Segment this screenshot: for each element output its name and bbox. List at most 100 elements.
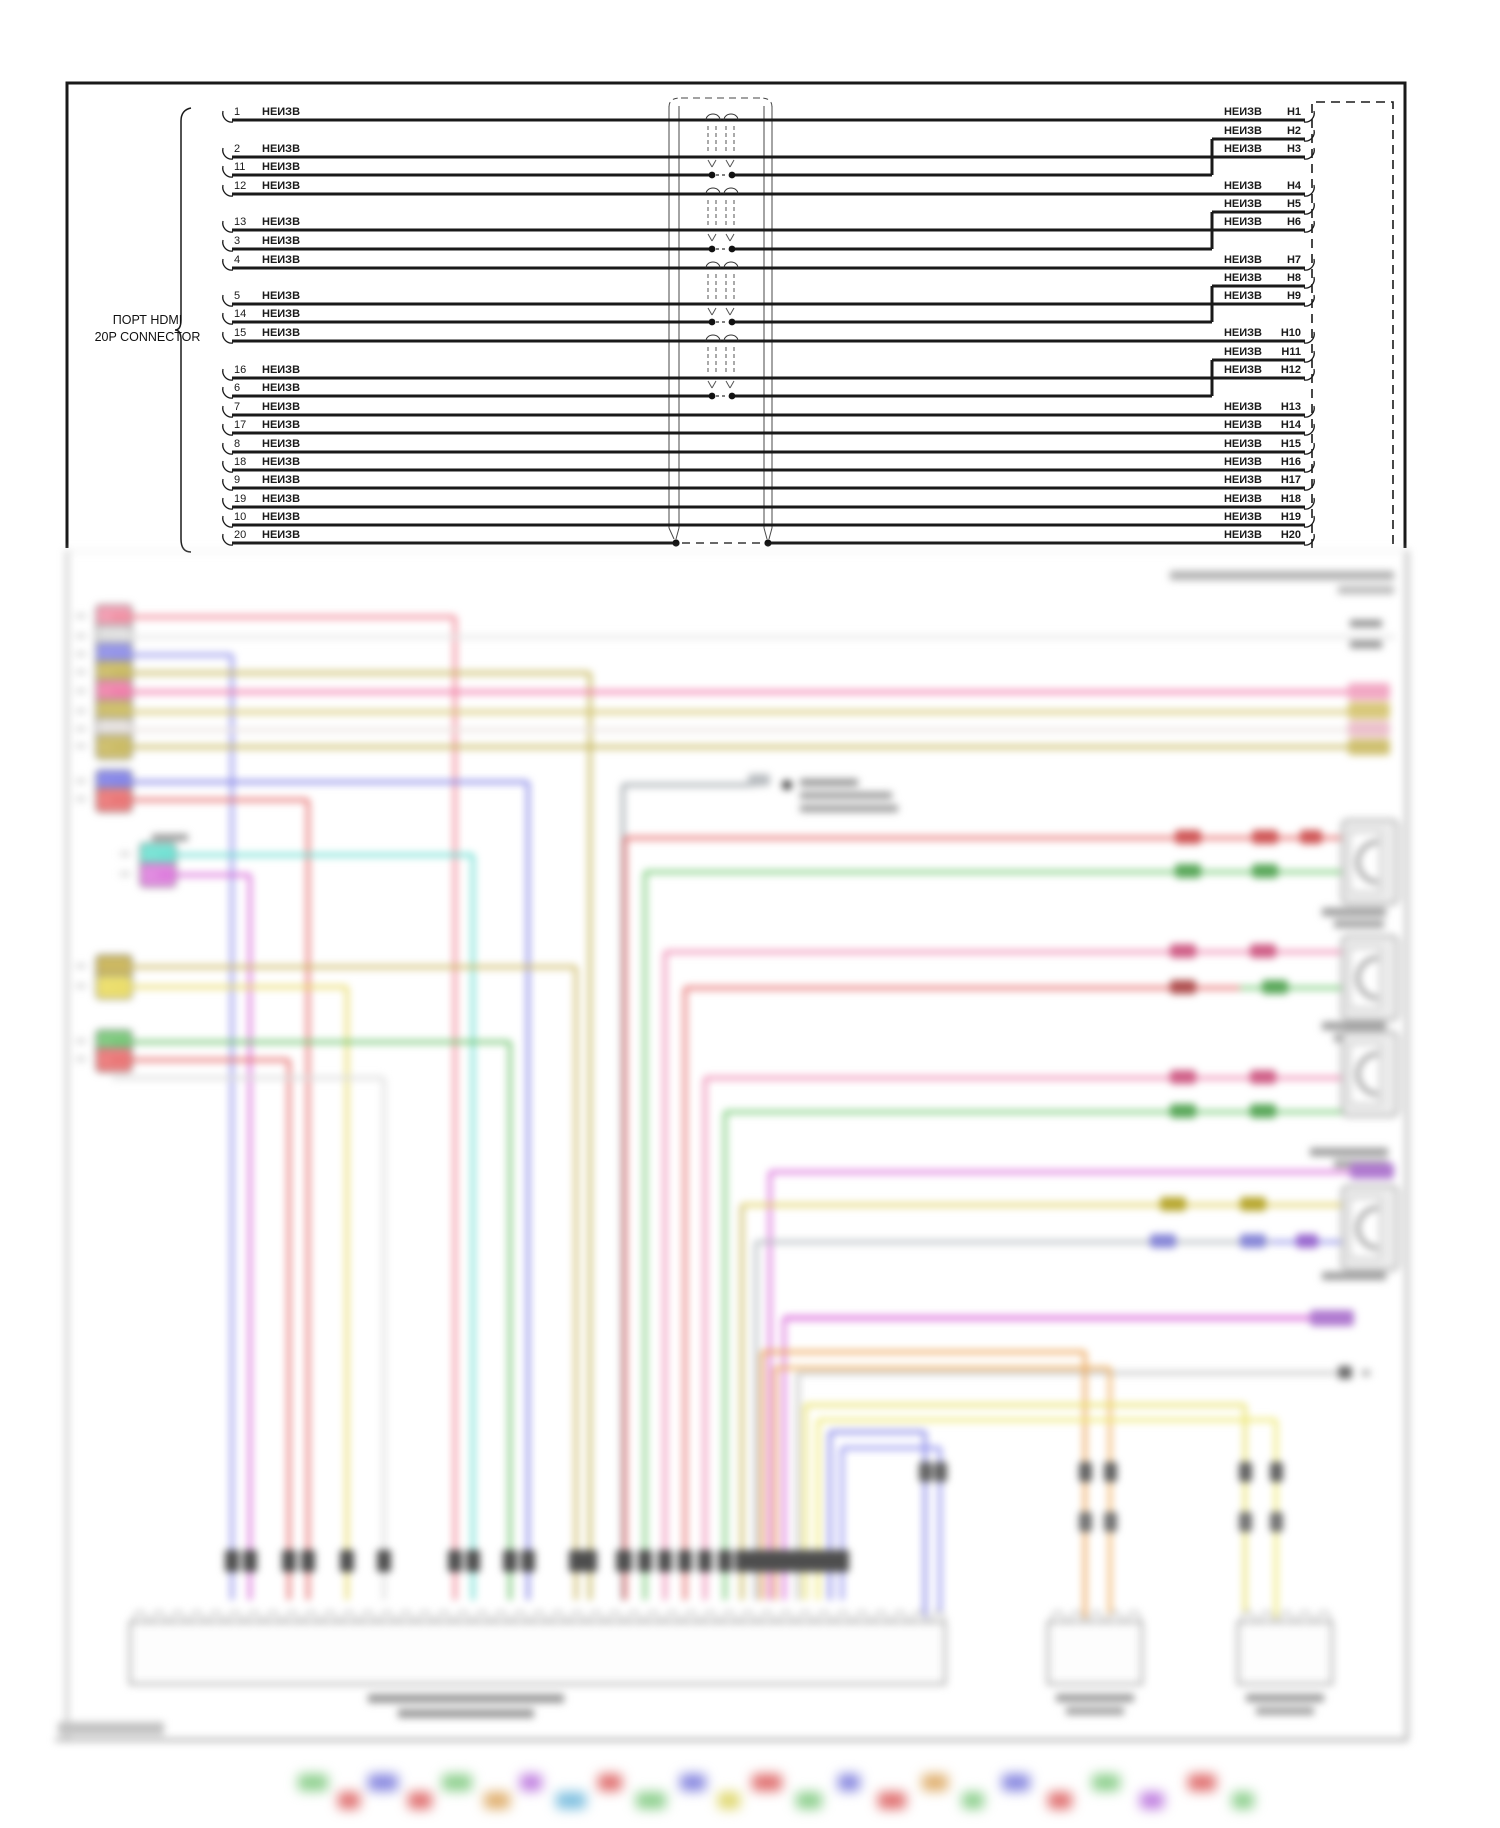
right-terminal-arc bbox=[1303, 368, 1315, 381]
shield-pair-symbol bbox=[705, 334, 739, 389]
wire-н2: 11 НЕИЗВ НЕИЗВ Н2 bbox=[222, 125, 1315, 179]
left-terminal-arc bbox=[222, 405, 234, 418]
right-pin-code: Н20 bbox=[1281, 529, 1301, 541]
right-terminal-arc bbox=[1303, 497, 1315, 510]
connector-pin-scallop bbox=[171, 1610, 185, 1624]
right-terminal-arc bbox=[1303, 533, 1315, 546]
right-pin-code: Н6 bbox=[1287, 216, 1301, 228]
left-pin-number: 8 bbox=[234, 438, 240, 450]
right-pin-code: Н19 bbox=[1281, 511, 1301, 523]
wire-id-blob bbox=[301, 1550, 315, 1572]
label-blob bbox=[919, 1462, 932, 1482]
left-wire-label: НЕИЗВ bbox=[262, 438, 300, 450]
left-wire-label: НЕИЗВ bbox=[262, 216, 300, 228]
left-pin-number: 13 bbox=[234, 216, 246, 228]
connector-pin-scallop bbox=[1108, 1610, 1122, 1624]
text-bar bbox=[1322, 1022, 1386, 1030]
left-pin-number: 12 bbox=[234, 180, 246, 192]
label-blob bbox=[1296, 1234, 1318, 1248]
wire-н8: 14 НЕИЗВ НЕИЗВ Н8 bbox=[222, 272, 1315, 326]
shield-drain-dot bbox=[708, 318, 716, 326]
left-pin-number: 14 bbox=[234, 308, 246, 320]
right-wire-label: НЕИЗВ bbox=[1224, 438, 1262, 450]
shield-ground-dot bbox=[764, 539, 772, 547]
label-blob bbox=[1150, 1234, 1176, 1248]
label-blob bbox=[1338, 1366, 1352, 1379]
right-wire-label: НЕИЗВ bbox=[1224, 474, 1262, 486]
text-bar bbox=[58, 1722, 164, 1735]
right-terminal-arc bbox=[1303, 220, 1315, 233]
left-wire-label: НЕИЗВ bbox=[262, 254, 300, 266]
right-wire-label: НЕИЗВ bbox=[1224, 290, 1262, 302]
text-bar bbox=[152, 834, 188, 841]
label-blob bbox=[1170, 980, 1196, 994]
text-bar bbox=[1350, 641, 1382, 648]
wire-н20: 20 НЕИЗВ НЕИЗВ Н20 bbox=[222, 529, 1315, 547]
right-pin-code: Н4 bbox=[1287, 180, 1302, 192]
connector-pin-scallop bbox=[475, 1610, 489, 1624]
wire-id-blob bbox=[718, 1550, 732, 1572]
connector-pin-scallop bbox=[722, 1610, 736, 1624]
wire-н13: 7 НЕИЗВ НЕИЗВ Н13 bbox=[222, 401, 1315, 418]
connector-pin-scallop bbox=[285, 1610, 299, 1624]
hdmi-connector-diagram: 1 НЕИЗВ НЕИЗВ Н1 11 НЕИЗВ НЕИЗВ Н2 2 НЕИЗВ НЕИЗВ Н3… bbox=[0, 0, 1500, 560]
connector-pin-scallop bbox=[551, 1610, 565, 1624]
label-blob bbox=[1079, 1462, 1092, 1482]
wire-н5: 3 НЕИЗВ НЕИЗВ Н5 bbox=[222, 198, 1315, 253]
color-smudge bbox=[796, 1792, 822, 1809]
stub-pin-tick bbox=[76, 727, 86, 731]
color-smudge bbox=[718, 1792, 740, 1809]
left-terminal-arc bbox=[222, 478, 234, 491]
text-bar bbox=[1362, 1370, 1370, 1376]
right-terminal-arc bbox=[1303, 478, 1315, 491]
label-blob bbox=[1175, 864, 1201, 878]
shield-pair-symbol bbox=[705, 261, 739, 316]
connector-title-line2: 20P CONNECTOR bbox=[94, 330, 201, 344]
right-wire-label: НЕИЗВ bbox=[1224, 327, 1262, 339]
wire-id-blob bbox=[835, 1550, 849, 1572]
connector-pin-scallop bbox=[228, 1610, 242, 1624]
right-pin-code: Н2 bbox=[1287, 125, 1301, 137]
right-pin-code: Н16 bbox=[1281, 456, 1301, 468]
left-wire-label: НЕИЗВ bbox=[262, 493, 300, 505]
right-terminal-arc bbox=[1303, 460, 1315, 473]
wire-id-blob bbox=[735, 1550, 749, 1572]
connector-pin-scallop bbox=[931, 1610, 945, 1624]
bottom-connector-box bbox=[1236, 1620, 1334, 1686]
text-bar bbox=[398, 1709, 534, 1718]
right-pin-code: Н12 bbox=[1281, 364, 1301, 376]
color-smudge bbox=[636, 1792, 666, 1809]
junction-dot bbox=[782, 780, 792, 790]
connector-pin-scallop bbox=[779, 1610, 793, 1624]
left-terminal-arc bbox=[222, 368, 234, 381]
wire-id-blob bbox=[618, 1550, 632, 1572]
wire-н12: 16 НЕИЗВ НЕИЗВ Н12 bbox=[222, 364, 1315, 381]
stub-pin-tick bbox=[76, 779, 86, 783]
connector-pin-scallop bbox=[817, 1610, 831, 1624]
label-blob bbox=[1348, 702, 1390, 719]
connector-pin-scallop bbox=[437, 1610, 451, 1624]
color-smudge bbox=[922, 1774, 948, 1791]
right-pin-code: Н14 bbox=[1281, 419, 1302, 431]
label-blob bbox=[1250, 1070, 1276, 1084]
wire-id-blob bbox=[658, 1550, 672, 1572]
text-bar bbox=[368, 1694, 564, 1703]
right-terminal-arc bbox=[1303, 405, 1315, 418]
left-wire-label: НЕИЗВ bbox=[262, 161, 300, 173]
left-wire-label: НЕИЗВ bbox=[262, 235, 300, 247]
bottom-connector-box bbox=[128, 1620, 947, 1686]
shield-drain-dot bbox=[708, 245, 716, 253]
shield-drain-dot bbox=[728, 245, 736, 253]
connector-pin-scallop bbox=[912, 1610, 926, 1624]
cable-flare bbox=[768, 527, 773, 540]
connector-pin-scallop bbox=[304, 1610, 318, 1624]
connector-pin-scallop bbox=[665, 1610, 679, 1624]
connector-pin-scallop bbox=[380, 1610, 394, 1624]
right-terminal-arc bbox=[1303, 350, 1315, 363]
stub-pin-tick bbox=[76, 1057, 86, 1061]
left-wire-label: НЕИЗВ bbox=[262, 511, 300, 523]
connector-pin-scallop bbox=[152, 1610, 166, 1624]
lower-page-svg bbox=[55, 550, 1409, 1742]
connector-pin-scallop bbox=[836, 1610, 850, 1624]
wire-н11: 6 НЕИЗВ НЕИЗВ Н11 bbox=[222, 346, 1315, 400]
